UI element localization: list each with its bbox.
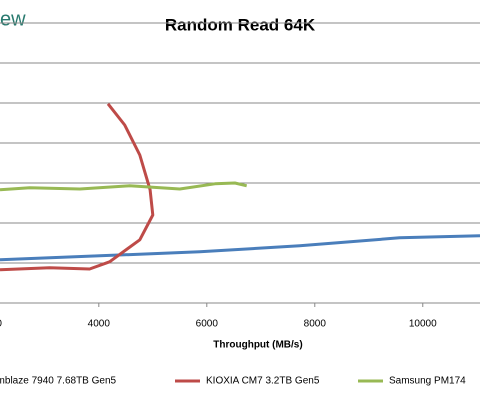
x-tick-label: 8000	[304, 319, 327, 330]
series-line	[0, 181, 248, 192]
legend-label: emblaze 7940 7.68TB Gen5	[0, 376, 117, 387]
x-tick-label: 4000	[88, 319, 111, 330]
x-tick-label: 10000	[409, 319, 437, 330]
x-tick-label: 6000	[196, 319, 219, 330]
x-tick-label: 2000	[0, 319, 2, 330]
series-line	[0, 102, 155, 272]
legend-label: Samsung PM174	[389, 376, 466, 387]
logo: ew	[0, 8, 26, 30]
legend-label: KIOXIA CM7 3.2TB Gen5	[206, 376, 320, 387]
chart-title: Random Read 64K	[165, 15, 316, 34]
x-axis-label: Throughput (MB/s)	[213, 340, 302, 351]
series-line	[0, 234, 480, 262]
